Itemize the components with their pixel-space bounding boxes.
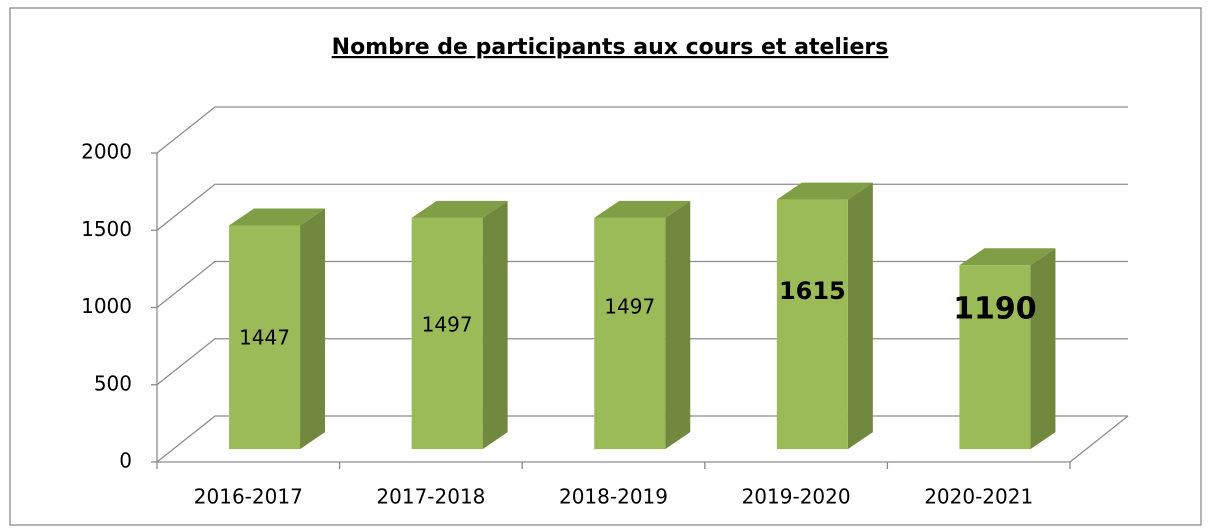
bar-top bbox=[776, 182, 873, 200]
x-tick-label: 2020-2021 bbox=[924, 485, 1033, 509]
bar bbox=[411, 217, 483, 450]
bar-top bbox=[411, 200, 508, 218]
y-tick-label: 500 bbox=[94, 371, 132, 395]
y-tick-label: 0 bbox=[119, 449, 132, 473]
bar-side bbox=[482, 200, 508, 450]
x-tick-label: 2016-2017 bbox=[194, 485, 303, 509]
bar-top bbox=[959, 248, 1056, 266]
x-tick-label: 2019-2020 bbox=[742, 485, 851, 509]
bar-top bbox=[229, 208, 326, 226]
bar-side bbox=[300, 208, 326, 450]
value-label: 1190 bbox=[953, 292, 1037, 327]
value-label: 1615 bbox=[779, 277, 846, 305]
chart-title: Nombre de participants aux cours et atel… bbox=[332, 35, 889, 60]
bar bbox=[776, 199, 848, 450]
bar bbox=[229, 225, 301, 450]
x-tick-label: 2018-2019 bbox=[559, 485, 668, 509]
bar bbox=[959, 265, 1031, 450]
value-label: 1497 bbox=[604, 295, 655, 319]
x-tick-label: 2017-2018 bbox=[376, 485, 485, 509]
grid-line bbox=[156, 106, 1128, 154]
y-tick-label: 2000 bbox=[81, 140, 132, 164]
bar-side bbox=[665, 200, 691, 450]
value-label: 1497 bbox=[422, 313, 473, 337]
y-tick-label: 1000 bbox=[81, 294, 132, 318]
value-label: 1447 bbox=[239, 326, 290, 350]
bar-side bbox=[847, 182, 873, 450]
bar-top bbox=[594, 200, 691, 218]
y-tick-label: 1500 bbox=[81, 217, 132, 241]
bar bbox=[594, 217, 666, 450]
bar-side bbox=[1030, 248, 1056, 450]
